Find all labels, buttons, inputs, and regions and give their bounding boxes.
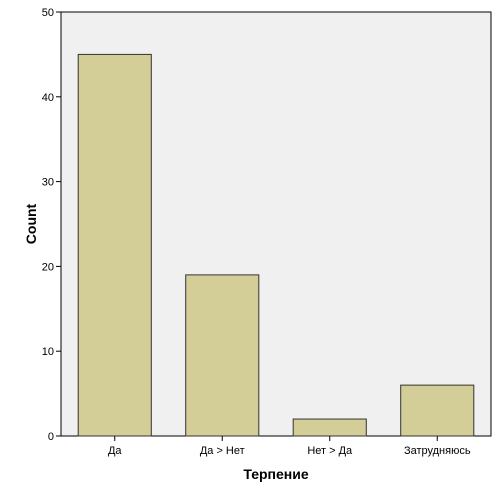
bars [77,53,475,437]
y-tick-label: 50 [42,7,54,19]
x-tick-label: Нет > Да [307,445,353,457]
bar [77,53,152,437]
y-axis: 0 10 20 30 40 50 [42,7,61,443]
y-tick-label: 0 [48,431,54,443]
bar [292,418,367,437]
x-tick-label: Да > Нет [200,445,245,457]
y-tick-label: 40 [42,92,54,104]
x-tick-label: Да [108,445,122,457]
y-tick-label: 20 [42,261,54,273]
y-tick-label: 30 [42,177,54,189]
y-axis-title: Count [23,203,39,244]
bar [185,274,260,437]
x-axis: Да Да > Нет Нет > Да Затрудняюсь [108,436,471,457]
y-tick-label: 10 [42,346,54,358]
x-axis-title: Терпение [243,466,308,482]
x-tick-label: Затрудняюсь [404,445,471,457]
bar [400,384,475,437]
